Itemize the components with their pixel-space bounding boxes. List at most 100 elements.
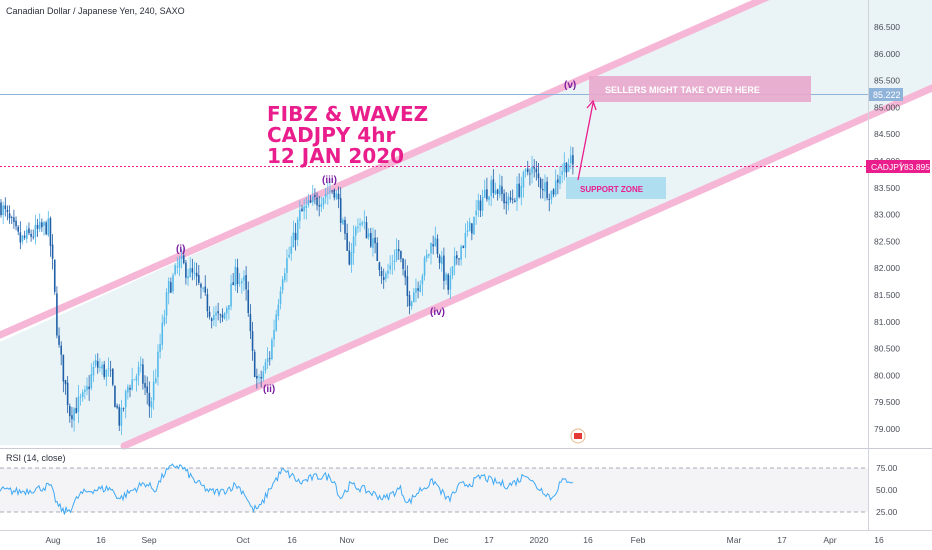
candle-body <box>322 197 325 205</box>
time-tick-label: 16 <box>96 535 106 545</box>
candle-body <box>139 364 142 366</box>
price-tick-label: 86.500 <box>874 22 900 32</box>
candle-body <box>66 382 69 406</box>
time-tick-label: 16 <box>874 535 884 545</box>
candle-body <box>133 379 136 381</box>
rsi-line <box>0 463 574 515</box>
candle-body <box>430 242 432 254</box>
candle-body <box>395 248 398 260</box>
time-tick-label: 17 <box>777 535 787 545</box>
candle-body <box>471 223 473 234</box>
candle-body <box>185 262 187 278</box>
candle-body <box>137 366 140 376</box>
candle-body <box>34 224 37 238</box>
candle-body <box>400 250 402 259</box>
candle-body <box>71 415 73 420</box>
candle-body <box>331 190 333 192</box>
level-price-tag-text: 85.222 <box>873 90 901 100</box>
price-tick-label: 85.500 <box>874 76 900 86</box>
candle-body <box>318 205 320 207</box>
candle-body <box>391 263 394 265</box>
candle-body <box>569 155 572 164</box>
rsi-tick-label: 25.00 <box>876 507 898 517</box>
price-axis[interactable]: 86.50086.00085.50085.00084.50084.00083.5… <box>874 22 900 434</box>
candle-body <box>2 205 4 216</box>
candle-body <box>475 210 477 216</box>
candle-body <box>410 301 413 307</box>
candle-body <box>243 276 245 281</box>
candle-body <box>275 314 277 331</box>
chart-header-title: Canadian Dollar / Japanese Yen, 240, SAX… <box>6 6 185 16</box>
candle-body <box>453 256 456 266</box>
rsi-band <box>0 468 868 512</box>
candle-body <box>290 246 293 254</box>
candle-body <box>299 210 301 221</box>
candle-body <box>15 220 17 227</box>
price-tick-label: 81.000 <box>874 317 900 327</box>
candle-body <box>354 227 357 236</box>
candle-body <box>26 229 28 240</box>
candle-body <box>170 282 172 293</box>
candle-body <box>363 222 366 224</box>
candle-body <box>479 200 482 211</box>
sellers-box-label: SELLERS MIGHT TAKE OVER HERE <box>605 85 760 95</box>
candle-body <box>473 216 475 235</box>
event-flag-icon[interactable] <box>570 428 586 444</box>
price-tick-label: 83.000 <box>874 210 900 220</box>
candle-body <box>404 270 406 278</box>
candle-body <box>415 288 417 293</box>
candle-body <box>79 396 82 398</box>
candle-body <box>372 238 374 248</box>
price-tick-label: 86.000 <box>874 49 900 59</box>
price-tick-label: 85.000 <box>874 102 900 112</box>
candle-body <box>88 386 90 390</box>
candle-body <box>419 284 422 292</box>
sellers-box[interactable] <box>589 76 811 102</box>
candle-body <box>281 279 284 291</box>
candle-body <box>296 219 299 240</box>
candle-body <box>327 192 329 194</box>
support-box[interactable] <box>566 177 666 199</box>
candle-body <box>397 249 400 252</box>
candle-body <box>189 267 191 277</box>
candle-body <box>385 273 387 279</box>
candle-body <box>41 222 43 228</box>
candle-body <box>406 276 409 296</box>
rsi-indicator-label[interactable]: RSI (14, close) <box>6 453 66 463</box>
annotation-line-3: 12 JAN 2020 <box>267 144 405 168</box>
candle-body <box>516 183 518 202</box>
candle-body <box>219 314 222 316</box>
candle-body <box>208 311 211 317</box>
candle-body <box>522 171 525 188</box>
candle-body <box>36 224 39 229</box>
candle-body <box>365 222 368 239</box>
candle-body <box>241 281 243 284</box>
candle-body <box>451 266 454 276</box>
time-tick-label: 16 <box>287 535 297 545</box>
price-tick-label: 82.500 <box>874 236 900 246</box>
candle-body <box>563 162 566 172</box>
candle-body <box>449 275 452 290</box>
rsi-axis[interactable]: 75.00 50.00 25.00 <box>876 463 898 517</box>
wave-label-iv: (iv) <box>430 307 445 318</box>
candle-body <box>294 232 297 240</box>
candle-body <box>552 189 555 195</box>
price-tick-label: 84.500 <box>874 129 900 139</box>
candle-body <box>316 197 318 206</box>
candle-body <box>505 201 508 204</box>
candle-body <box>273 329 275 340</box>
candle-body <box>443 255 445 281</box>
candle-body <box>477 200 480 210</box>
candle-body <box>501 186 503 194</box>
candle-body <box>462 246 465 248</box>
candle-body <box>191 268 194 273</box>
candle-body <box>346 233 348 251</box>
candle-body <box>550 190 553 200</box>
candle-body <box>565 162 568 173</box>
time-axis[interactable]: Aug 16 Sep Oct 16 Nov Dec 17 2020 16 Feb Mar 17 Apr 16 <box>45 535 884 545</box>
candle-body <box>51 244 54 259</box>
candle-body <box>198 275 200 283</box>
time-tick-label: Aug <box>45 535 60 545</box>
candle-body <box>292 232 295 248</box>
